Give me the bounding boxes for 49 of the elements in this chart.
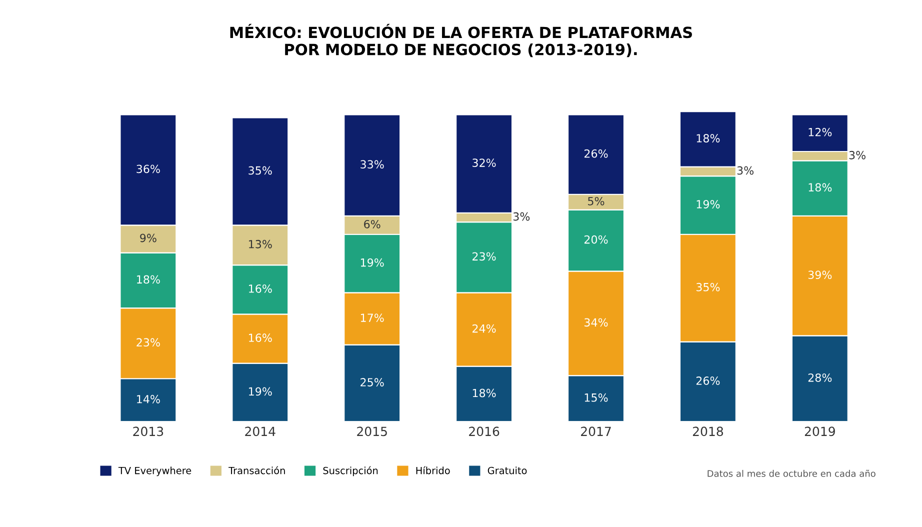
data-label: 23%: [472, 252, 496, 261]
data-label: 18%: [137, 275, 160, 284]
data-label: 16%: [249, 334, 272, 342]
legend-label: Suscripción: [323, 466, 378, 476]
data-label: 23%: [136, 338, 160, 347]
data-label: 16%: [249, 284, 272, 293]
data-label: 20%: [584, 235, 608, 244]
data-label: 18%: [808, 183, 832, 192]
data-label: 18%: [472, 388, 496, 398]
data-label: 15%: [584, 393, 608, 402]
data-label: 35%: [696, 282, 720, 292]
data-label: 19%: [249, 387, 272, 396]
x-tick-label: 2017: [581, 426, 611, 436]
data-label: 34%: [584, 318, 608, 327]
legend-label: Híbrido: [416, 466, 450, 474]
data-label: 12%: [808, 128, 832, 136]
chart-title: MÉXICO: EVOLUCIÓN DE LA OFERTA DE PLATAFORMAS POR MODELO DE NEGOCIOS (2013-2019).: [230, 24, 692, 58]
legend-label: Gratuito: [488, 466, 527, 474]
text: Datos al mes de octubre en cada año: [708, 470, 876, 477]
legend-label: Transacción: [228, 466, 285, 474]
data-label: 18%: [696, 134, 720, 142]
data-label: 3%: [737, 166, 754, 175]
data-label: 28%: [808, 373, 832, 382]
data-label: 14%: [137, 394, 160, 404]
x-tick-label: 2015: [357, 426, 387, 436]
x-tick-label: 2016: [469, 426, 500, 436]
x-tick-label: 2014: [245, 426, 276, 436]
data-label: 5%: [588, 196, 604, 206]
data-label: 19%: [360, 258, 384, 267]
legend-label: TV Everywhere: [118, 466, 192, 476]
data-label: 35%: [248, 166, 272, 175]
data-label: 39%: [808, 270, 832, 280]
data-label: 17%: [360, 314, 384, 322]
data-label: 26%: [696, 376, 720, 385]
data-label: 24%: [472, 324, 496, 333]
data-label: 3%: [849, 150, 866, 160]
x-tick-label: 2018: [692, 426, 724, 436]
data-label: 3%: [513, 212, 530, 221]
data-label: 32%: [472, 158, 496, 167]
data-label: 25%: [360, 378, 384, 386]
data-label: 6%: [364, 220, 380, 228]
x-tick-label: 2013: [133, 426, 164, 436]
data-label: 9%: [140, 234, 156, 242]
data-label: 19%: [696, 200, 720, 208]
data-label: 36%: [136, 164, 160, 174]
data-label: 26%: [584, 149, 608, 158]
data-label: 13%: [249, 240, 272, 248]
data-label: 33%: [360, 160, 384, 169]
x-tick-label: 2019: [804, 426, 835, 436]
